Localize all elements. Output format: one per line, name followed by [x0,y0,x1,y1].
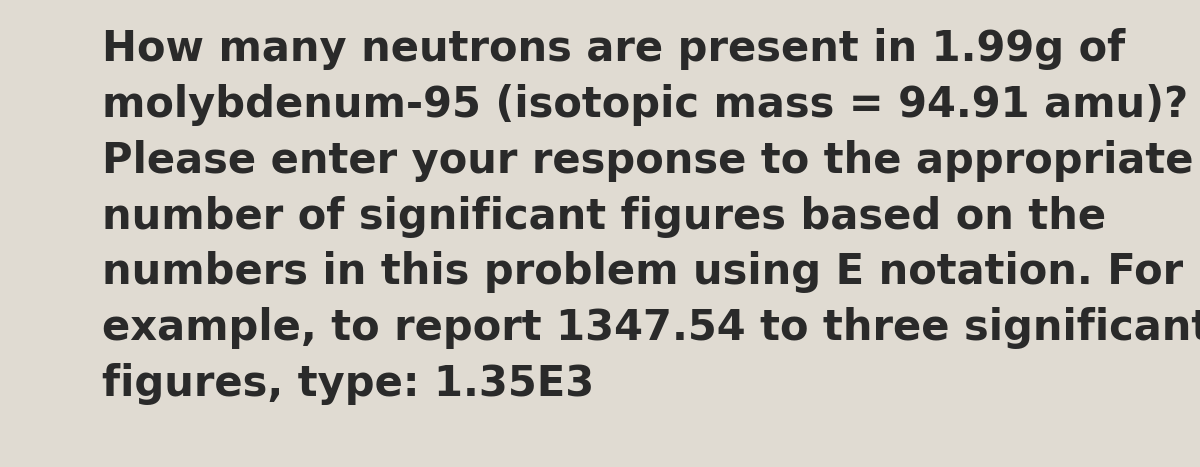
Text: How many neutrons are present in 1.99g of
molybdenum-95 (isotopic mass = 94.91 a: How many neutrons are present in 1.99g o… [102,28,1200,405]
